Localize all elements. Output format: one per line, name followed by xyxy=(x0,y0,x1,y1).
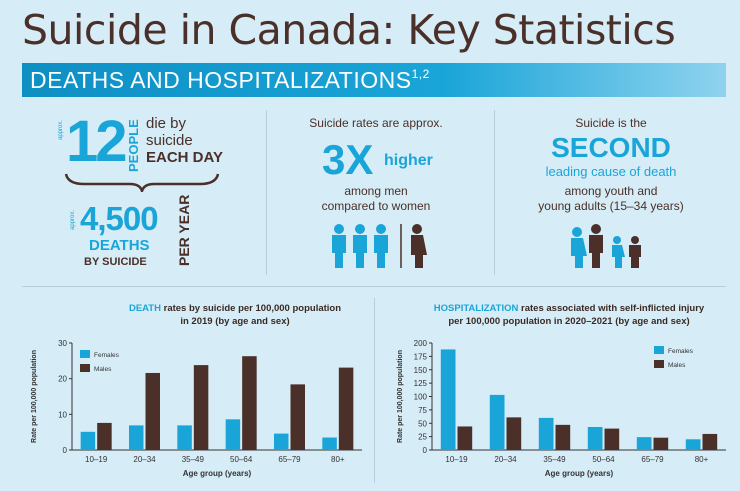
bar-females xyxy=(80,431,96,450)
page-title: Suicide in Canada: Key Statistics xyxy=(22,6,676,54)
chart-title: HOSPITALIZATION rates associated with se… xyxy=(433,303,705,327)
bar-males xyxy=(653,437,669,450)
bar-females xyxy=(322,437,337,450)
bar-females xyxy=(489,394,505,450)
death-rate-chart: 0 10 20 30 10–19 20–34 35–49 50–64 65–79 80+ Age g… xyxy=(31,339,362,478)
bar-males xyxy=(457,426,473,450)
y-tick-label: 175 xyxy=(414,352,428,361)
y-axis-label: Rate per 100,000 population xyxy=(397,350,404,443)
y-tick-label: 200 xyxy=(414,339,428,348)
per-year-label: PER YEAR xyxy=(176,194,192,266)
bar-females xyxy=(538,417,554,450)
stat-intro: Suicide rates are approx. xyxy=(309,116,443,130)
y-axis-label: Rate per 100,000 population xyxy=(31,350,38,443)
men-women-icon xyxy=(332,224,427,268)
y-tick-label: 30 xyxy=(58,339,67,348)
stat-leading: leading cause of death xyxy=(545,164,677,179)
legend-swatch-males xyxy=(80,364,90,372)
x-tick-label: 65–79 xyxy=(641,455,664,464)
deaths-label: DEATHS xyxy=(89,237,150,254)
legend-swatch-females xyxy=(654,346,664,354)
legend-label: Females xyxy=(668,348,694,355)
bar-females xyxy=(225,419,241,450)
bar-males xyxy=(604,428,620,450)
y-tick-label: 20 xyxy=(58,375,67,384)
divider xyxy=(22,286,726,287)
x-tick-label: 50–64 xyxy=(592,455,615,464)
x-tick-label: 35–49 xyxy=(182,455,205,464)
y-tick-label: 100 xyxy=(414,393,428,402)
x-axis-label: Age group (years) xyxy=(183,469,252,478)
bar-males xyxy=(702,433,718,450)
stat-higher: higher xyxy=(384,152,433,169)
x-tick-label: 50–64 xyxy=(230,455,253,464)
legend-label: Males xyxy=(668,362,686,369)
stat-text: among youth and young adults (15–34 years… xyxy=(538,184,684,213)
divider xyxy=(266,110,267,275)
x-tick-label: 10–19 xyxy=(445,455,468,464)
y-tick-label: 10 xyxy=(58,410,67,419)
stat-text: die by suicide EACH DAY xyxy=(146,115,223,166)
divider xyxy=(494,110,495,275)
divider xyxy=(374,298,375,483)
legend-label: Females xyxy=(94,352,120,359)
x-tick-label: 80+ xyxy=(695,455,709,464)
bar-males xyxy=(290,384,305,450)
bar-males xyxy=(145,372,160,450)
bar-males xyxy=(242,356,257,450)
y-tick-label: 150 xyxy=(414,366,428,375)
people-label: PEOPLE xyxy=(126,119,141,172)
y-tick-label: 125 xyxy=(414,379,428,388)
banner-text: DEATHS AND HOSPITALIZATIONS1,2 xyxy=(30,67,430,93)
youth-icon xyxy=(571,224,641,268)
bar-males xyxy=(97,422,112,450)
y-tick-label: 25 xyxy=(418,433,427,442)
bar-females xyxy=(587,426,603,450)
x-tick-label: 80+ xyxy=(331,455,345,464)
legend-label: Males xyxy=(94,366,112,373)
by-suicide-label: BY SUICIDE xyxy=(84,256,147,268)
x-tick-label: 20–34 xyxy=(133,455,156,464)
y-tick-label: 0 xyxy=(423,446,428,455)
x-tick-label: 35–49 xyxy=(543,455,566,464)
chart-title: DEATH rates by suicide per 100,000 popul… xyxy=(128,303,342,327)
bar-males xyxy=(338,367,354,450)
bar-males xyxy=(555,424,571,450)
bar-females xyxy=(636,437,652,450)
stat-big: 3X xyxy=(322,136,374,183)
stat-number: 12 xyxy=(66,109,127,174)
approx-label: approx. xyxy=(70,209,76,230)
bar-males xyxy=(193,365,209,450)
brace-icon xyxy=(64,173,220,192)
legend-swatch-females xyxy=(80,350,90,358)
x-tick-label: 20–34 xyxy=(494,455,517,464)
y-tick-label: 75 xyxy=(418,406,427,415)
bar-females xyxy=(440,349,456,450)
stat-big: SECOND xyxy=(551,132,671,163)
bar-males xyxy=(506,417,522,450)
section-banner: DEATHS AND HOSPITALIZATIONS1,2 xyxy=(22,63,726,97)
bar-females xyxy=(274,433,289,450)
x-tick-label: 10–19 xyxy=(85,455,108,464)
y-tick-label: 50 xyxy=(418,419,427,428)
deaths-number: 4,500 xyxy=(80,200,159,237)
approx-label: approx. xyxy=(58,119,64,140)
legend-swatch-males xyxy=(654,360,664,368)
y-tick-label: 0 xyxy=(63,446,68,455)
hospitalization-rate-chart: 0 25 50 75 100 125 150 175 200 10–19 20–34 35–49 50–… xyxy=(397,339,726,478)
stat-intro: Suicide is the xyxy=(575,116,647,130)
x-tick-label: 65–79 xyxy=(278,455,301,464)
bar-females xyxy=(177,425,192,450)
x-axis-label: Age group (years) xyxy=(545,469,614,478)
bar-females xyxy=(129,425,144,450)
stat-text: among men compared to women xyxy=(321,184,431,213)
bar-females xyxy=(685,439,701,450)
